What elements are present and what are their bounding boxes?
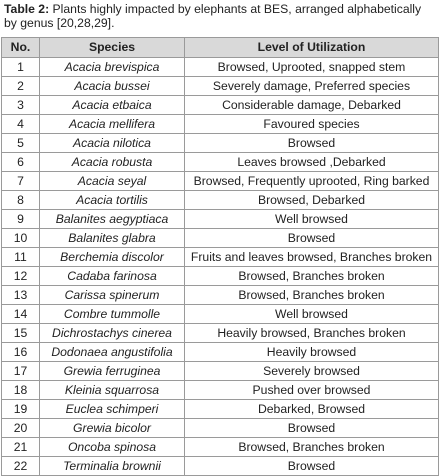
- row-number: 13: [1, 285, 40, 305]
- species-name: Carissa spinerum: [39, 285, 185, 305]
- utilization-level: Browsed, Branches broken: [184, 266, 439, 286]
- utilization-level: Browsed: [184, 133, 439, 153]
- table-row: 1 Acacia brevispica Browsed, Uprooted, sna…: [1, 57, 439, 77]
- table-row: 12 Cadaba farinosa Browsed, Branches broke…: [1, 266, 439, 286]
- table-row: 7 Acacia seyal Browsed, Frequently uproote…: [1, 171, 439, 191]
- species-name: Acacia robusta: [39, 152, 185, 172]
- table-row: 3 Acacia etbaica Considerable damage, Deba…: [1, 95, 439, 115]
- species-name: Acacia etbaica: [39, 95, 185, 115]
- caption-text: Plants highly impacted by elephants at B…: [4, 2, 422, 30]
- table-row: 11 Berchemia discolor Fruits and leaves br…: [1, 247, 439, 267]
- table-row: 13 Carissa spinerum Browsed, Branches brok…: [1, 285, 439, 305]
- utilization-level: Pushed over browsed: [184, 380, 439, 400]
- row-number: 10: [1, 228, 40, 248]
- table-row: 19 Euclea schimperi Debarked, Browsed: [1, 399, 439, 419]
- species-name: Grewia ferruginea: [39, 361, 185, 381]
- species-name: Acacia brevispica: [39, 57, 185, 77]
- species-name: Acacia tortilis: [39, 190, 185, 210]
- table-row: 17 Grewia ferruginea Severely browsed: [1, 361, 439, 381]
- table-row: 16 Dodonaea angustifolia Heavily browsed: [1, 342, 439, 362]
- row-number: 18: [1, 380, 40, 400]
- table-row: 9 Balanites aegyptiaca Well browsed: [1, 209, 439, 229]
- utilization-level: Browsed, Branches broken: [184, 437, 439, 457]
- utilization-level: Favoured species: [184, 114, 439, 134]
- species-name: Dichrostachys cinerea: [39, 323, 185, 343]
- utilization-level: Debarked, Browsed: [184, 399, 439, 419]
- species-name: Oncoba spinosa: [39, 437, 185, 457]
- species-name: Berchemia discolor: [39, 247, 185, 267]
- header-species: Species: [39, 37, 185, 58]
- utilization-level: Browsed: [184, 418, 439, 438]
- species-name: Balanites glabra: [39, 228, 185, 248]
- table-row: 15 Dichrostachys cinerea Heavily browsed, …: [1, 323, 439, 343]
- row-number: 19: [1, 399, 40, 419]
- table-row: 8 Acacia tortilis Browsed, Debarked: [1, 190, 439, 210]
- row-number: 5: [1, 133, 40, 153]
- table-row: 4 Acacia mellifera Favoured species: [1, 114, 439, 134]
- row-number: 20: [1, 418, 40, 438]
- header-level-of-utilization: Level of Utilization: [184, 37, 439, 58]
- utilization-level: Fruits and leaves browsed, Branches brok…: [184, 247, 439, 267]
- table-row: 20 Grewia bicolor Browsed: [1, 418, 439, 438]
- header-number: No.: [1, 37, 40, 58]
- table-header-row: No. Species Level of Utilization: [1, 37, 439, 58]
- species-name: Kleinia squarrosa: [39, 380, 185, 400]
- row-number: 9: [1, 209, 40, 229]
- table-row: 5 Acacia nilotica Browsed: [1, 133, 439, 153]
- utilization-level: Heavily browsed, Branches broken: [184, 323, 439, 343]
- caption-label: Table 2:: [4, 2, 50, 16]
- utilization-level: Heavily browsed: [184, 342, 439, 362]
- row-number: 2: [1, 76, 40, 96]
- species-table: No. Species Level of Utilization 1 Acacia…: [1, 37, 439, 476]
- utilization-level: Browsed, Debarked: [184, 190, 439, 210]
- species-name: Acacia mellifera: [39, 114, 185, 134]
- row-number: 4: [1, 114, 40, 134]
- row-number: 3: [1, 95, 40, 115]
- table-row: 14 Combre tummolle Well browsed: [1, 304, 439, 324]
- utilization-level: Well browsed: [184, 304, 439, 324]
- species-name: Balanites aegyptiaca: [39, 209, 185, 229]
- row-number: 15: [1, 323, 40, 343]
- row-number: 6: [1, 152, 40, 172]
- species-name: Combre tummolle: [39, 304, 185, 324]
- table-caption: Table 2: Plants highly impacted by eleph…: [0, 0, 440, 30]
- table-row: 18 Kleinia squarrosa Pushed over browsed: [1, 380, 439, 400]
- table-row: 10 Balanites glabra Browsed: [1, 228, 439, 248]
- row-number: 11: [1, 247, 40, 267]
- row-number: 7: [1, 171, 40, 191]
- row-number: 17: [1, 361, 40, 381]
- utilization-level: Considerable damage, Debarked: [184, 95, 439, 115]
- row-number: 8: [1, 190, 40, 210]
- utilization-level: Well browsed: [184, 209, 439, 229]
- utilization-level: Browsed, Uprooted, snapped stem: [184, 57, 439, 77]
- species-name: Acacia bussei: [39, 76, 185, 96]
- species-name: Dodonaea angustifolia: [39, 342, 185, 362]
- table-row: 6 Acacia robusta Leaves browsed ,Debarked: [1, 152, 439, 172]
- species-name: Acacia nilotica: [39, 133, 185, 153]
- row-number: 16: [1, 342, 40, 362]
- utilization-level: Leaves browsed ,Debarked: [184, 152, 439, 172]
- table-row: 21 Oncoba spinosa Browsed, Branches broken: [1, 437, 439, 457]
- utilization-level: Browsed, Frequently uprooted, Ring barke…: [184, 171, 439, 191]
- row-number: 21: [1, 437, 40, 457]
- species-name: Cadaba farinosa: [39, 266, 185, 286]
- utilization-level: Severely damage, Preferred species: [184, 76, 439, 96]
- species-name: Euclea schimperi: [39, 399, 185, 419]
- utilization-level: Browsed: [184, 228, 439, 248]
- species-name: Acacia seyal: [39, 171, 185, 191]
- utilization-level: Severely browsed: [184, 361, 439, 381]
- table-row: 2 Acacia bussei Severely damage, Preferred…: [1, 76, 439, 96]
- row-number: 14: [1, 304, 40, 324]
- row-number: 1: [1, 57, 40, 77]
- utilization-level: Browsed, Branches broken: [184, 285, 439, 305]
- species-name: Grewia bicolor: [39, 418, 185, 438]
- row-number: 12: [1, 266, 40, 286]
